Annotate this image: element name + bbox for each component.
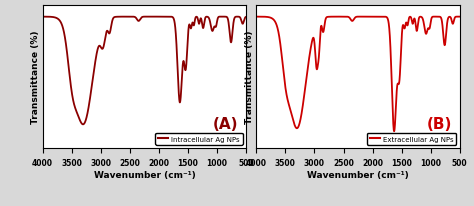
X-axis label: Wavenumber (cm⁻¹): Wavenumber (cm⁻¹) — [307, 170, 409, 179]
Text: (B): (B) — [427, 116, 452, 131]
Y-axis label: Transmittance (%): Transmittance (%) — [245, 31, 254, 124]
Text: (A): (A) — [213, 116, 238, 131]
Legend: Intracellular Ag NPs: Intracellular Ag NPs — [155, 133, 243, 145]
Y-axis label: Transmittance (%): Transmittance (%) — [31, 31, 40, 124]
Legend: Extracellular Ag NPs: Extracellular Ag NPs — [367, 133, 456, 145]
X-axis label: Wavenumber (cm⁻¹): Wavenumber (cm⁻¹) — [93, 170, 195, 179]
